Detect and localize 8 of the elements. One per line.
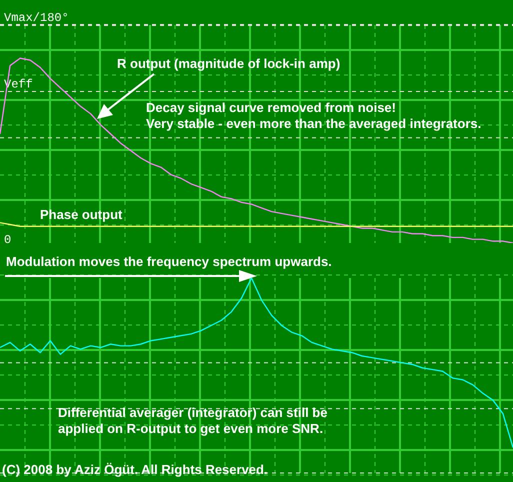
- text: Modulation moves the frequency spectrum upwards.: [6, 254, 332, 270]
- annotation: Differential averager (integrator) can still be applied on R-output to get even more SNR.: [58, 405, 328, 437]
- ref-line-label: Vmax/180°: [4, 11, 69, 25]
- annotation: Phase output: [40, 207, 122, 223]
- annotation: 0: [4, 232, 12, 248]
- annotation: Decay signal curve removed from noise! Very stable - even more than the averaged integrators.: [146, 100, 482, 132]
- annotation: R output (magnitude of lock-in amp): [117, 56, 340, 72]
- text: (C) 2008 by Aziz Ögüt. All Rights Reserved.: [2, 462, 268, 478]
